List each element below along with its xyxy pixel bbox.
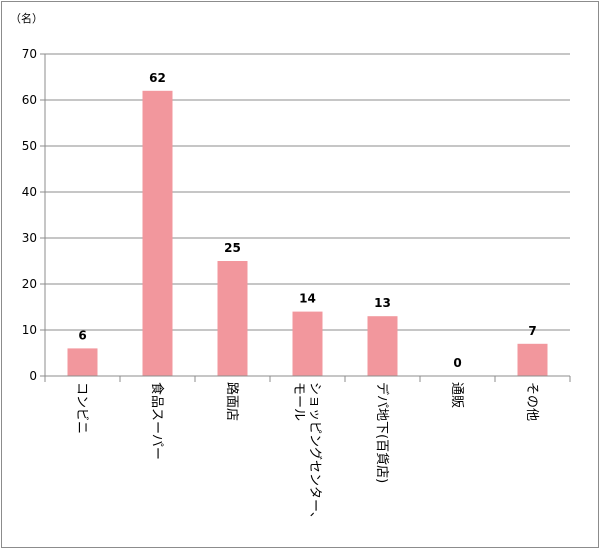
category-label-line: 通販 — [449, 382, 464, 408]
bars — [67, 90, 548, 377]
data-label: 14 — [299, 292, 316, 306]
data-label: 6 — [78, 328, 86, 342]
category-label: 路面店 — [224, 382, 240, 421]
y-tick-label: 20 — [22, 277, 37, 291]
bar — [367, 316, 398, 376]
y-tick-label: 0 — [29, 369, 37, 383]
bar — [292, 311, 323, 376]
y-tick-label: 50 — [22, 139, 37, 153]
data-label: 25 — [224, 241, 241, 255]
data-labels: 6 62 25 14 13 0 7 — [78, 71, 536, 370]
data-label: 62 — [149, 71, 166, 85]
y-tick-label: 10 — [22, 323, 37, 337]
category-label-line: その他 — [524, 382, 539, 421]
y-axis-ticks: 0 10 20 30 40 50 60 70 — [22, 47, 45, 383]
category-label: 食品スーパー — [149, 382, 165, 460]
gridlines — [45, 53, 570, 331]
category-label-line: デパ地下(百貨店) — [374, 382, 390, 483]
y-tick-label: 30 — [22, 231, 37, 245]
category-label-line: 食品スーパー — [149, 382, 165, 460]
y-tick-label: 70 — [22, 47, 37, 61]
y-tick-label: 40 — [22, 185, 37, 199]
category-labels: コンビニ 食品スーパー 路面店 ショッピングセンター、モール デパ地下(百貨店) 通販 その… — [74, 382, 539, 525]
unit-label: （名） — [10, 11, 43, 25]
category-label: ショッピングセンター、モール — [291, 382, 322, 525]
bar — [217, 261, 248, 376]
bar — [142, 90, 173, 377]
data-label: 0 — [453, 356, 461, 370]
bar — [517, 343, 548, 376]
bar — [67, 348, 98, 376]
category-label: コンビニ — [74, 382, 89, 434]
data-label: 7 — [528, 324, 536, 338]
y-tick-label: 60 — [22, 93, 37, 107]
category-label: デパ地下(百貨店) — [374, 382, 390, 483]
category-label: 通販 — [449, 382, 464, 408]
category-label-line: コンビニ — [74, 382, 89, 434]
category-label-line: 路面店 — [224, 382, 240, 421]
category-label-line: モール — [291, 382, 306, 421]
x-axis — [44, 54, 571, 382]
data-label: 13 — [374, 296, 391, 310]
category-label-line: ショッピングセンター、 — [307, 382, 322, 525]
category-label: その他 — [524, 382, 539, 421]
